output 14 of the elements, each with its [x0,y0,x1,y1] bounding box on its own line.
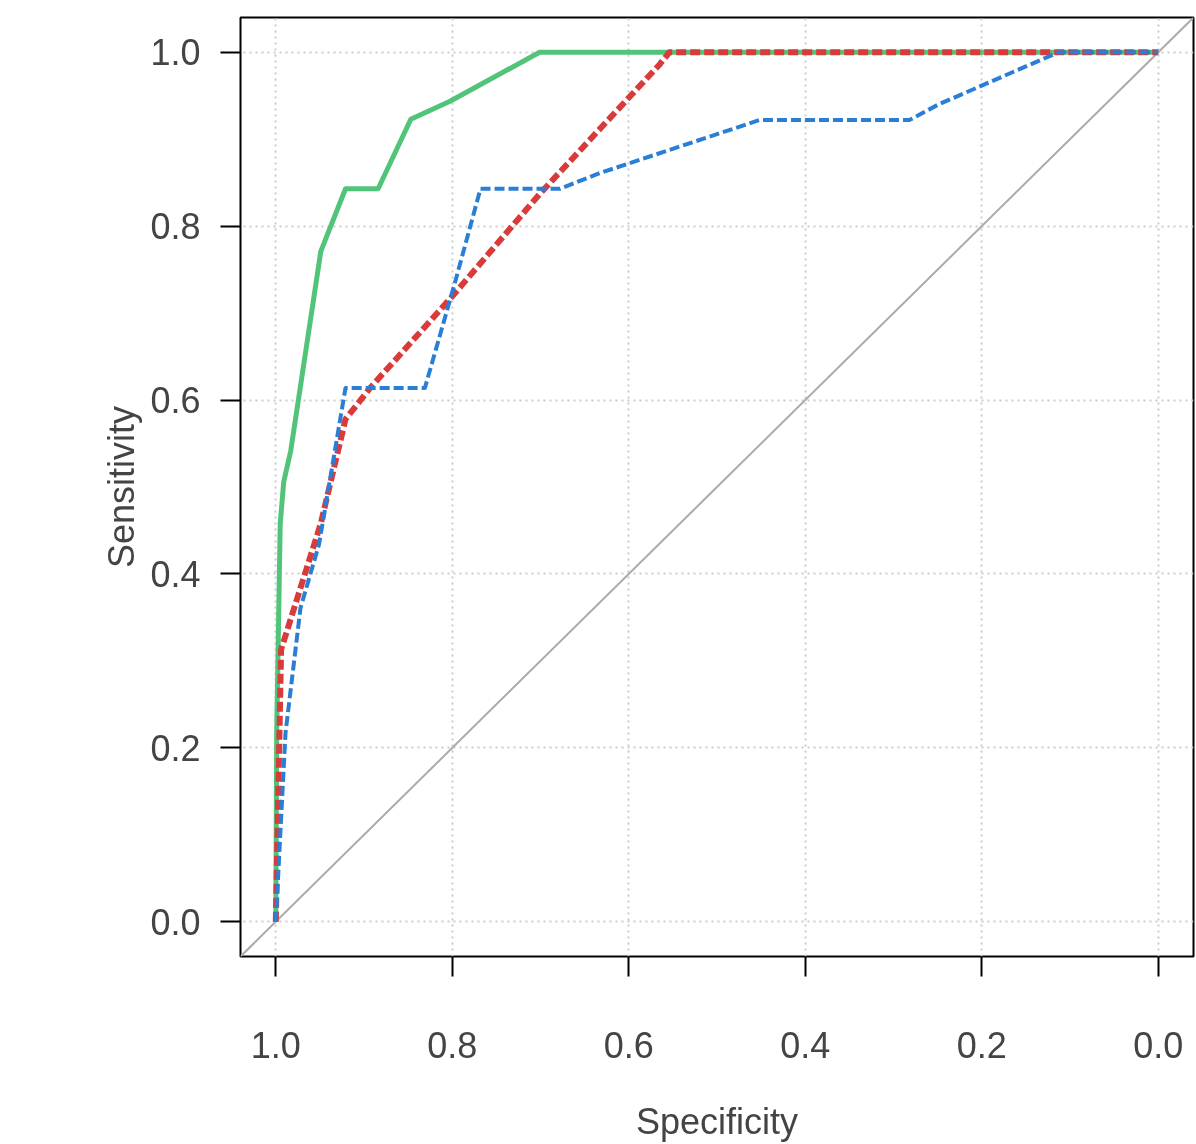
x-tick-label: 0.8 [427,1024,478,1066]
x-tick-label: 0.2 [956,1024,1007,1066]
y-tick-label: 0.6 [150,380,201,422]
x-tick-label: 0.6 [603,1024,654,1066]
y-axis-title: Sensitivity [101,405,143,569]
x-tick-label: 1.0 [250,1024,301,1066]
y-tick-label: 0.0 [150,901,201,943]
y-tick-label: 0.4 [150,553,201,595]
x-tick-label: 0.4 [780,1024,831,1066]
y-tick-label: 0.2 [150,727,201,769]
x-tick-label: 0.0 [1133,1024,1184,1066]
x-axis-title: Specificity [635,1100,799,1142]
y-tick-label: 0.8 [150,206,201,248]
y-tick-label: 1.0 [150,32,201,74]
